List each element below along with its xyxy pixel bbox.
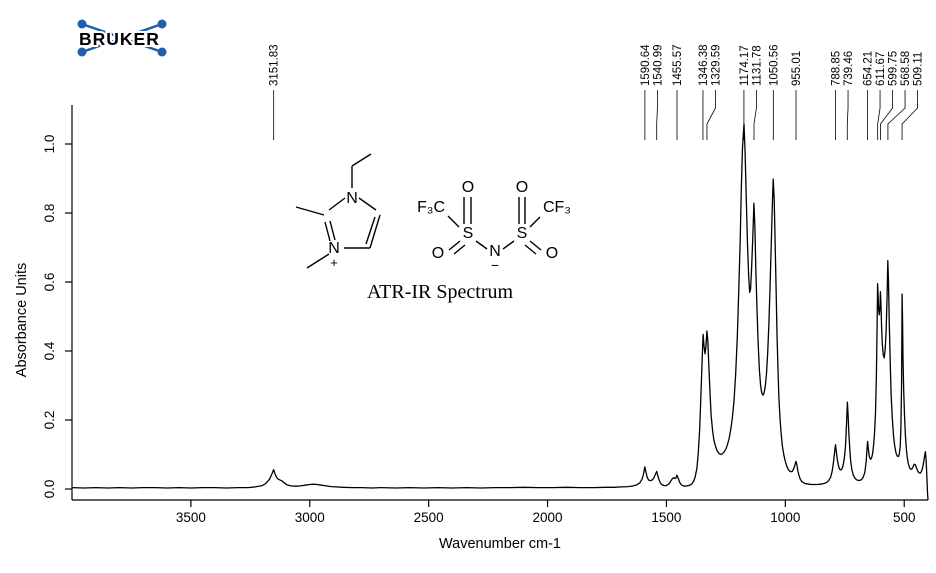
x-tick-label: 1500 (651, 510, 681, 525)
peak-label: 1050.56 (768, 44, 780, 86)
atom-s1: S (463, 225, 474, 242)
spectrum-title: ATR-IR Spectrum (367, 281, 514, 303)
peak-leader-line (887, 90, 906, 140)
bond-line-double (453, 244, 466, 255)
peak-label: 739.46 (843, 51, 855, 86)
group-cf3: CF₃ (543, 199, 571, 216)
molecule-structure (295, 153, 542, 269)
charge-minus: − (491, 257, 499, 273)
bond-line (447, 215, 460, 228)
logo-atom-icon (77, 19, 167, 57)
peak-leader-line (656, 90, 658, 140)
atom-n1: N (346, 190, 358, 207)
y-tick-label: 1.0 (42, 135, 57, 154)
peak-label: 1590.64 (640, 44, 652, 86)
x-tick-label: 500 (893, 510, 916, 525)
atom-n-anion: N (489, 243, 501, 260)
x-tick-label: 3000 (295, 510, 325, 525)
charge-plus: + (330, 255, 338, 270)
peak-label: 1455.57 (672, 44, 684, 86)
bond-line-double (329, 220, 336, 241)
peak-label: 509.11 (913, 52, 925, 86)
bond-line (295, 206, 325, 216)
x-tick-label: 3500 (176, 510, 206, 525)
x-tick-label: 2000 (533, 510, 563, 525)
bruker-logo: BRUKER (77, 19, 167, 57)
peak-label: 3151.83 (269, 44, 281, 86)
peak-leader-line (753, 90, 757, 140)
atom-s2: S (517, 225, 528, 242)
atom-o3: O (516, 179, 528, 196)
atom-o1: O (462, 179, 474, 196)
peak-label: 568.58 (900, 51, 912, 86)
bond-line (369, 214, 381, 249)
logo-text: BRUKER (79, 29, 160, 49)
peak-leader-line (901, 90, 918, 140)
spectrum-curve (71, 123, 929, 501)
atom-o4: O (546, 245, 558, 262)
peak-label: 1174.17 (739, 45, 751, 86)
y-tick-label: 0.8 (42, 204, 57, 223)
molecule-atom-labels: N N + F₃C S O O N − S O O CF₃ (328, 179, 571, 273)
x-axis-label: Wavenumber cm-1 (439, 536, 561, 552)
peak-label: 1131.78 (751, 45, 763, 86)
bond-line (324, 221, 331, 242)
x-axis-ticks: 3500 3000 2500 2000 1500 1000 500 (176, 500, 916, 525)
y-tick-label: 0.6 (42, 273, 57, 292)
bond-line (529, 216, 541, 228)
y-tick-label: 0.0 (42, 480, 57, 499)
atom-n3: N (328, 240, 340, 257)
bond-line-double (365, 216, 376, 245)
bond-line (351, 153, 372, 167)
peak-labels: 3151.83 1590.64 1540.99 1455.57 1346.38 1329.… (269, 44, 925, 140)
peak-label: 1329.59 (710, 44, 722, 86)
y-tick-label: 0.2 (42, 411, 57, 430)
peak-leader-line (706, 90, 716, 140)
bond-line-double (524, 244, 537, 255)
y-axis-label: Absorbance Units (14, 263, 30, 377)
bond-line (502, 240, 515, 250)
peak-label: 1540.99 (652, 44, 664, 86)
bond-line (358, 197, 377, 211)
y-axis-ticks: 0.0 0.2 0.4 0.6 0.8 1.0 (42, 135, 72, 499)
bond-line-double (529, 240, 542, 251)
x-tick-label: 1000 (770, 510, 800, 525)
peak-label: 955.01 (791, 51, 803, 86)
peak-leader-line (846, 90, 849, 140)
peak-label: 611.67 (875, 52, 887, 86)
x-tick-label: 2500 (414, 510, 444, 525)
peak-leader-line (880, 90, 893, 140)
bond-line (306, 253, 330, 269)
peak-leader-line (877, 90, 881, 140)
bond-line-double (448, 240, 461, 251)
atom-o2: O (432, 245, 444, 262)
peak-label: 654.21 (863, 51, 875, 86)
group-f3c: F₃C (417, 199, 445, 216)
y-tick-label: 0.4 (42, 341, 57, 360)
peak-label: 599.75 (888, 51, 900, 86)
peak-label: 1346.38 (698, 44, 710, 86)
peak-label: 788.85 (831, 51, 843, 86)
spectrum-line (71, 123, 929, 501)
bond-line (328, 197, 346, 211)
bond-line (475, 240, 488, 250)
